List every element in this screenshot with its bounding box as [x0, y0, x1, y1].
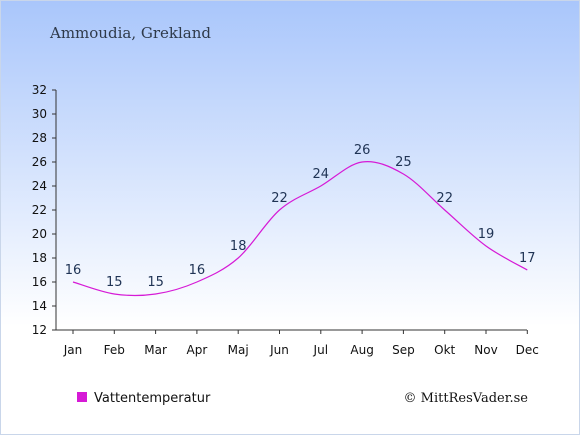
y-tick-label: 18: [32, 251, 47, 265]
data-label: 25: [395, 155, 412, 170]
legend: Vattentemperatur: [77, 391, 211, 406]
x-tick-label: Feb: [104, 343, 125, 357]
data-label: 18: [230, 239, 247, 254]
x-tick-label: Maj: [228, 343, 249, 357]
y-tick-label: 14: [32, 299, 47, 313]
data-label: 15: [106, 275, 123, 290]
data-label: 24: [313, 167, 330, 182]
data-label: 15: [147, 275, 164, 290]
x-tick-label: Dec: [516, 343, 539, 357]
data-label: 22: [271, 191, 288, 206]
y-tick-label: 30: [32, 107, 47, 121]
y-tick-label: 20: [32, 227, 47, 241]
x-tick-label: Nov: [474, 343, 497, 357]
x-axis-ticks: Jan Feb Mar Apr Maj Jun Jul Aug Sep Okt Nov Dec: [63, 330, 539, 357]
x-tick-label: Apr: [187, 343, 208, 357]
data-label: 19: [478, 227, 495, 242]
series-line-vattentemperatur: [72, 161, 528, 297]
y-tick-label: 26: [32, 155, 47, 169]
x-tick-label: Aug: [350, 343, 373, 357]
data-label: 16: [65, 263, 82, 278]
x-tick-label: Jun: [269, 343, 289, 357]
x-tick-label: Okt: [434, 343, 455, 357]
data-label: 26: [354, 143, 371, 158]
y-axis-ticks: 12 14 16 18 20 22 24 26 28 30 32: [32, 83, 56, 337]
data-label: 22: [436, 191, 453, 206]
data-label: 16: [189, 263, 206, 278]
legend-label: Vattentemperatur: [94, 391, 211, 406]
credit-text: © MittResVader.se: [404, 391, 529, 406]
y-tick-label: 28: [32, 131, 47, 145]
x-tick-label: Mar: [144, 343, 167, 357]
legend-swatch: [77, 392, 87, 402]
y-tick-label: 32: [32, 83, 47, 97]
data-labels: 16 15 15 16 18 22 24 26 25 22 19 17: [65, 143, 536, 290]
chart-title: Ammoudia, Grekland: [49, 24, 211, 42]
y-tick-label: 12: [32, 323, 47, 337]
x-tick-label: Jul: [313, 343, 328, 357]
y-tick-label: 16: [32, 275, 47, 289]
data-label: 17: [519, 251, 536, 266]
x-tick-label: Jan: [63, 343, 83, 357]
y-tick-label: 22: [32, 203, 47, 217]
y-tick-label: 24: [32, 179, 47, 193]
x-tick-label: Sep: [392, 343, 415, 357]
